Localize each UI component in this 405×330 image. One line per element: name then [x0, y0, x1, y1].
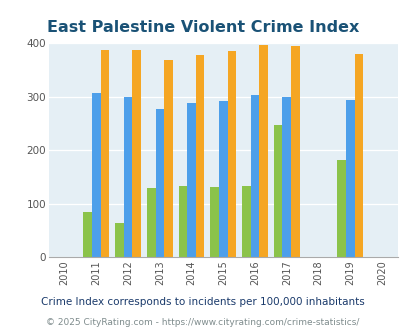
Bar	[210, 187, 218, 257]
Text: © 2025 CityRating.com - https://www.cityrating.com/crime-statistics/: © 2025 CityRating.com - https://www.city…	[46, 318, 359, 327]
Bar	[132, 50, 141, 257]
Bar	[250, 95, 259, 257]
Text: East Palestine Violent Crime Index: East Palestine Violent Crime Index	[47, 20, 358, 35]
Bar	[273, 125, 282, 257]
Bar	[83, 212, 92, 257]
Bar	[178, 186, 187, 257]
Bar	[354, 54, 362, 257]
Bar	[227, 51, 236, 257]
Bar	[290, 46, 299, 257]
Bar	[282, 96, 290, 257]
Bar	[164, 60, 172, 257]
Bar	[155, 109, 164, 257]
Legend: East Palestine, Ohio, National: East Palestine, Ohio, National	[86, 328, 359, 330]
Bar	[115, 222, 124, 257]
Bar	[337, 160, 345, 257]
Bar	[242, 186, 250, 257]
Bar	[147, 188, 155, 257]
Bar	[124, 96, 132, 257]
Bar	[187, 104, 195, 257]
Bar	[259, 45, 267, 257]
Bar	[218, 101, 227, 257]
Bar	[195, 55, 204, 257]
Text: Crime Index corresponds to incidents per 100,000 inhabitants: Crime Index corresponds to incidents per…	[41, 297, 364, 307]
Bar	[92, 93, 100, 257]
Bar	[345, 100, 354, 257]
Bar	[100, 50, 109, 257]
